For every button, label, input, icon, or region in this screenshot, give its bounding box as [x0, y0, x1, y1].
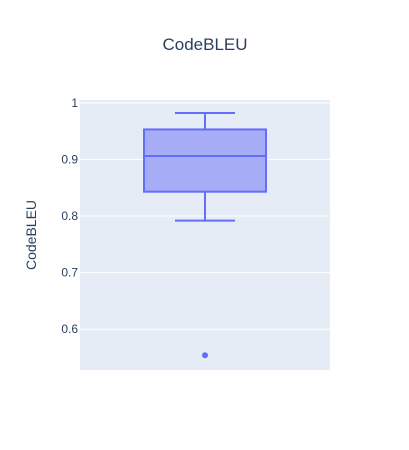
y-axis-title: CodeBLEU — [23, 200, 39, 270]
y-tick-label-2: 0.8 — [61, 209, 78, 223]
box-iqr — [143, 128, 267, 193]
y-axis-ticks: 0.6 0.7 0.8 0.9 1 — [61, 96, 78, 336]
outlier-point-0 — [202, 352, 208, 359]
y-tick-label-4: 1 — [71, 96, 78, 110]
y-tick-label-1: 0.7 — [61, 266, 78, 280]
chart-title: CodeBLEU — [162, 35, 247, 54]
box-traces — [143, 112, 267, 359]
y-tick-label-0: 0.6 — [61, 322, 78, 336]
y-tick-label-3: 0.9 — [61, 152, 78, 166]
